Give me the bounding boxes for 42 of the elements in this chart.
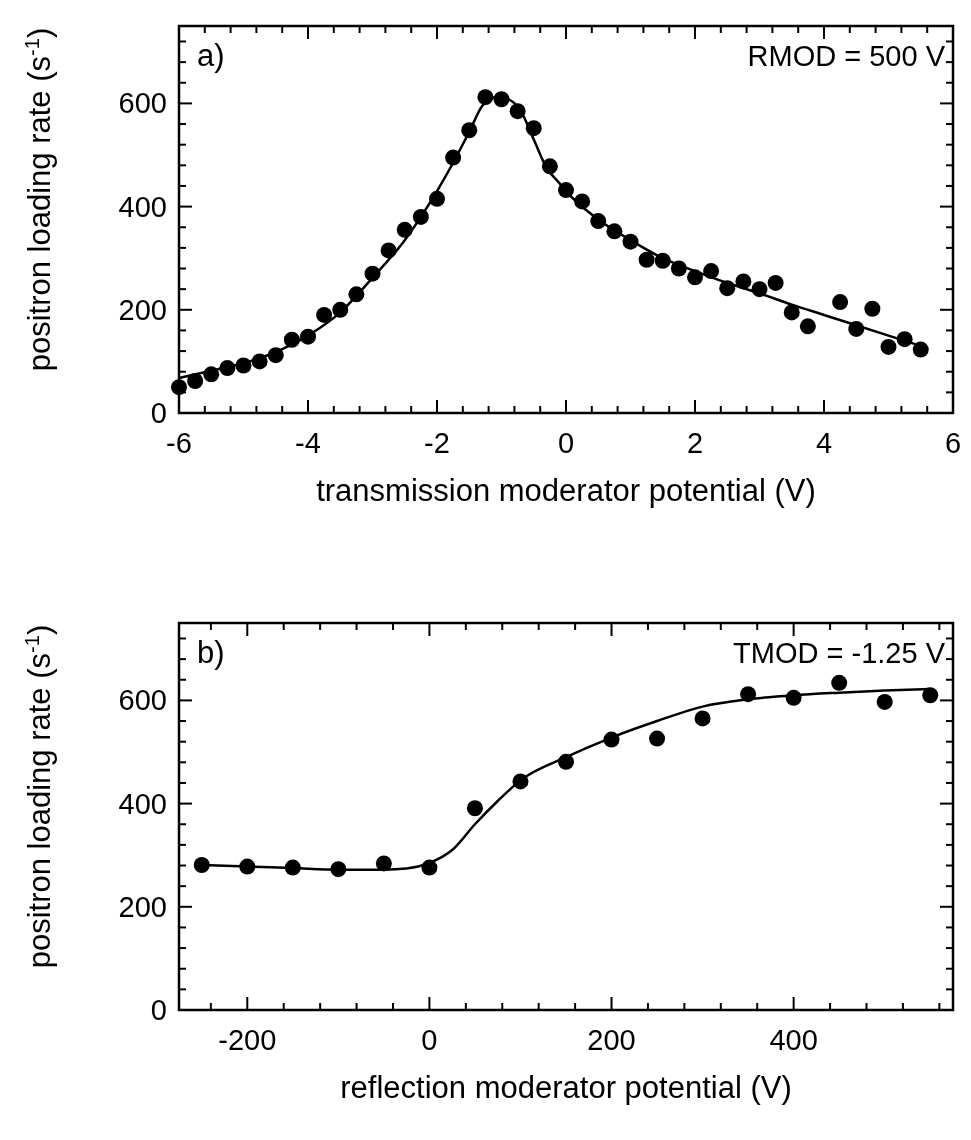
y-tick-label: 0 bbox=[150, 994, 167, 1026]
point bbox=[922, 687, 939, 704]
x-axis-title: reflection moderator potential (V) bbox=[340, 1070, 792, 1105]
x-tick-label: -200 bbox=[218, 1024, 277, 1056]
y-tick-label: 400 bbox=[118, 787, 167, 820]
x-tick-label: 0 bbox=[421, 1024, 438, 1056]
point bbox=[831, 674, 848, 691]
x-tick-label: -2 bbox=[424, 427, 450, 459]
x-tick-label: 0 bbox=[557, 427, 575, 459]
x-tick-label: -6 bbox=[166, 427, 192, 459]
y-tick-label: 600 bbox=[118, 87, 167, 120]
x-axis-title: transmission moderator potential (V) bbox=[316, 473, 816, 508]
point bbox=[316, 306, 333, 323]
point bbox=[783, 304, 800, 321]
x-tick-label: 2 bbox=[686, 427, 704, 459]
point bbox=[912, 341, 929, 358]
y-tick-label: 400 bbox=[118, 190, 167, 223]
point bbox=[880, 338, 897, 355]
point bbox=[799, 318, 816, 335]
x-tick-label: 4 bbox=[815, 427, 833, 459]
y-tick-label: 200 bbox=[118, 293, 167, 326]
point bbox=[649, 730, 666, 747]
point bbox=[767, 274, 784, 291]
point bbox=[466, 800, 483, 817]
point bbox=[694, 710, 711, 727]
point bbox=[876, 693, 893, 710]
point bbox=[187, 373, 204, 390]
point bbox=[638, 251, 655, 268]
point bbox=[864, 300, 881, 317]
y-tick-label: 0 bbox=[150, 397, 167, 429]
point bbox=[832, 294, 849, 311]
x-tick-label: 6 bbox=[944, 427, 962, 459]
x-tick-label: -4 bbox=[295, 427, 321, 459]
x-tick-label: 400 bbox=[769, 1024, 818, 1056]
y-tick-label: 600 bbox=[118, 684, 167, 717]
x-tick-label: 200 bbox=[587, 1024, 636, 1056]
y-tick-label: 200 bbox=[118, 890, 167, 923]
point bbox=[193, 857, 210, 873]
annotation: RMOD = 500 V bbox=[747, 40, 946, 72]
annotation: TMOD = -1.25 V bbox=[733, 637, 946, 669]
annotation: b) bbox=[197, 635, 225, 670]
annotation: a) bbox=[197, 38, 225, 73]
